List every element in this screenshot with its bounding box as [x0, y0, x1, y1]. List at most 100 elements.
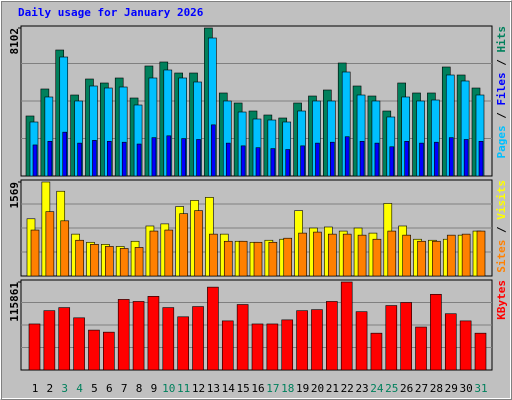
bar: [474, 332, 487, 371]
bar: [478, 140, 484, 177]
bar: [283, 237, 293, 277]
bar: [463, 139, 469, 177]
x-tick-label: 11: [177, 382, 190, 395]
x-tick-label: 13: [207, 382, 220, 395]
bar: [355, 311, 368, 371]
x-tick-label: 2: [47, 382, 54, 395]
legend-separator: /: [495, 226, 508, 233]
bar: [415, 326, 427, 371]
bar: [223, 240, 233, 277]
bar: [372, 238, 382, 277]
bar: [28, 323, 41, 371]
bar: [374, 142, 380, 177]
bar: [370, 332, 383, 371]
bar: [461, 233, 471, 277]
x-tick-label: 5: [91, 382, 98, 395]
bar: [88, 329, 100, 371]
x-tick-label: 17: [266, 382, 279, 395]
bar: [162, 307, 175, 371]
bar: [179, 213, 188, 277]
bar: [32, 144, 38, 177]
bar: [240, 145, 246, 177]
legend-entry: Hits: [495, 26, 508, 53]
bar: [357, 234, 367, 277]
bar: [253, 241, 263, 277]
x-tick-label: 30: [460, 382, 473, 395]
x-tick-label: 21: [326, 382, 339, 395]
x-tick-label: 8: [136, 382, 143, 395]
bar: [326, 301, 338, 371]
bar: [389, 146, 395, 177]
bar: [448, 137, 454, 177]
bar: [430, 293, 442, 371]
x-tick-label: 31: [474, 382, 487, 395]
x-tick-label: 22: [341, 382, 354, 395]
bar: [73, 317, 85, 371]
bar: [58, 307, 71, 371]
bar: [149, 230, 159, 277]
bar: [385, 305, 398, 371]
legend-entry: Pages: [495, 125, 508, 158]
bar: [444, 313, 457, 371]
bar: [266, 323, 279, 371]
bar: [119, 248, 129, 277]
x-tick-label: 26: [400, 382, 413, 395]
legend: KBytes: [495, 280, 508, 320]
bar: [311, 309, 323, 371]
bar: [103, 331, 115, 371]
bar: [298, 232, 307, 277]
bar: [404, 140, 409, 177]
x-tick-label: 28: [430, 382, 443, 395]
bar: [105, 246, 114, 277]
x-tick-label: 6: [106, 382, 113, 395]
bar: [340, 281, 353, 371]
bar: [342, 233, 352, 277]
bar: [221, 320, 234, 371]
x-tick-label: 19: [296, 382, 309, 395]
bar: [166, 135, 172, 177]
x-tick-label: 25: [385, 382, 398, 395]
bar: [255, 147, 261, 177]
x-tick-label: 7: [121, 382, 128, 395]
bar: [90, 244, 99, 277]
bar: [270, 148, 276, 177]
bar: [330, 141, 335, 177]
bar: [77, 142, 82, 177]
bar: [359, 140, 365, 177]
x-tick-label: 12: [192, 382, 205, 395]
bar: [225, 142, 231, 177]
bar: [459, 320, 472, 371]
bar: [45, 211, 55, 277]
bar: [134, 247, 144, 277]
x-tick-label: 9: [151, 382, 158, 395]
x-tick-label: 3: [61, 382, 68, 395]
bar: [151, 137, 157, 177]
bar: [315, 142, 320, 177]
legend-entry: Sites: [495, 240, 508, 273]
bar: [285, 149, 291, 177]
bar: [344, 136, 350, 177]
x-tick-label: 20: [311, 382, 324, 395]
bar: [207, 286, 219, 371]
bar: [62, 131, 68, 177]
bar: [30, 229, 40, 277]
legend-separator: /: [495, 112, 508, 119]
x-tick-label: 18: [281, 382, 294, 395]
chart-title: Daily usage for January 2026: [18, 6, 204, 19]
y-max-label: 1569: [8, 182, 21, 209]
bar: [434, 141, 439, 177]
x-tick-label: 10: [162, 382, 175, 395]
bar: [476, 230, 486, 277]
y-max-label: 115861: [8, 282, 21, 322]
legend-separator: /: [495, 59, 508, 66]
bar: [192, 306, 204, 371]
legend-entry: KBytes: [495, 280, 508, 320]
bar: [417, 240, 426, 277]
bar: [147, 296, 160, 371]
bar: [281, 319, 294, 371]
bar: [181, 138, 186, 177]
bar: [132, 301, 145, 371]
